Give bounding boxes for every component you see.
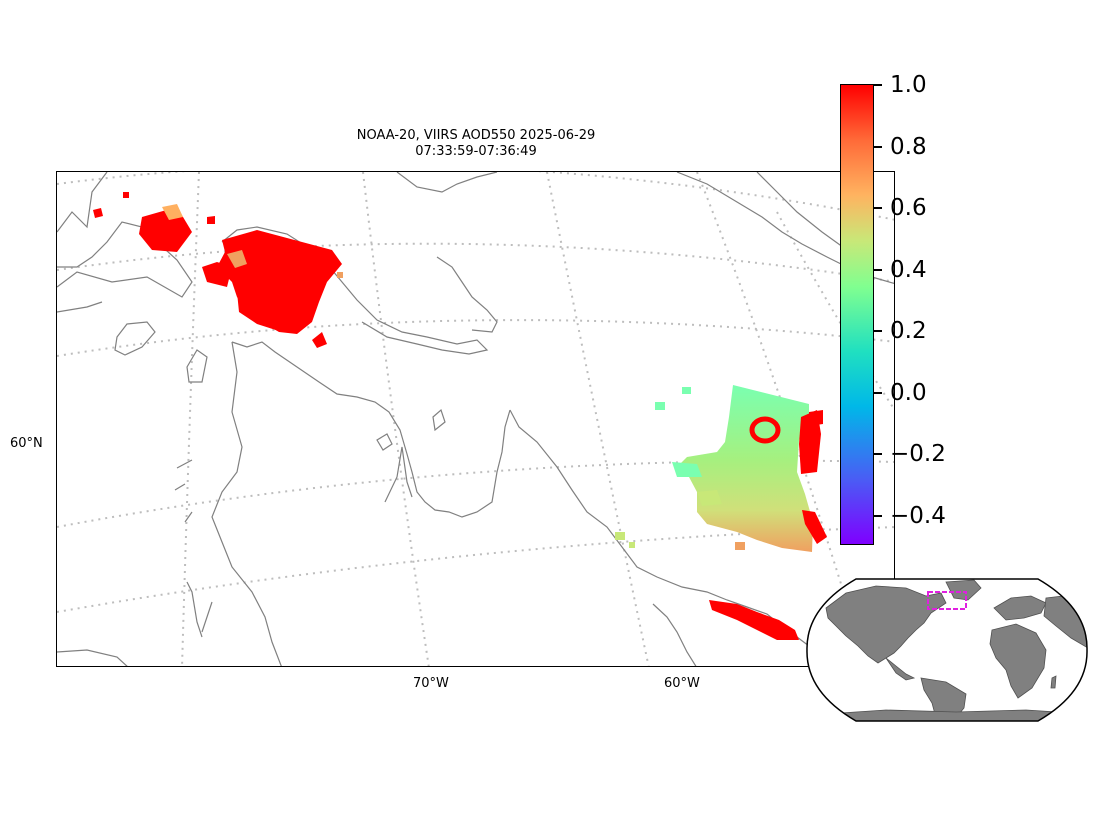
colorbar-tick	[874, 330, 882, 332]
coastline	[432, 408, 446, 432]
colorbar-tick	[874, 453, 882, 455]
aod-region	[93, 208, 103, 218]
colorbar-tick-label: −0.2	[890, 441, 946, 467]
aod-region	[227, 250, 247, 268]
aod-region	[615, 532, 625, 540]
colorbar-tick	[874, 146, 882, 148]
map-extent-box	[927, 591, 967, 610]
coastline	[221, 226, 489, 355]
coastline	[436, 256, 498, 333]
parallel-line	[57, 319, 894, 357]
colorbar-tick-label: 0.6	[890, 195, 927, 221]
globe-outline	[806, 578, 1088, 722]
parallel-line	[57, 526, 894, 613]
coastline	[186, 349, 208, 383]
coastline	[231, 341, 511, 518]
lon-label-60w: 60°W	[664, 676, 700, 691]
continent-europe	[993, 595, 1047, 621]
coastline	[174, 459, 193, 523]
coastline	[57, 172, 108, 233]
aod-region	[655, 402, 665, 410]
aod-swath-east	[615, 385, 827, 552]
colorbar-tick-label: −0.4	[890, 503, 946, 529]
map-canvas	[57, 172, 894, 666]
map-panel[interactable]	[56, 171, 895, 667]
aod-region	[629, 542, 635, 548]
aod-region	[809, 410, 823, 426]
meridian-line	[546, 172, 650, 666]
continent-south-america	[920, 677, 967, 721]
aod-region	[672, 462, 702, 477]
aod-region	[202, 262, 232, 287]
colorbar-tick	[874, 515, 882, 517]
aod-region	[697, 490, 722, 506]
parallel-line	[57, 172, 894, 221]
coastline	[396, 172, 498, 193]
continent-central-america	[885, 657, 916, 681]
continent-north-america	[825, 585, 947, 664]
aod-coastal-strip	[709, 600, 799, 640]
continent-greenland	[945, 579, 982, 601]
aod-region	[682, 387, 691, 394]
coastline	[652, 603, 697, 666]
parallel-line	[57, 242, 894, 283]
coastline	[57, 649, 128, 666]
colorbar-tick-label: 0.0	[890, 380, 927, 406]
aod-plume-north	[93, 192, 343, 348]
lon-label-70w: 70°W	[413, 676, 449, 691]
aod-region	[709, 600, 799, 640]
colorbar-tick	[874, 84, 882, 86]
aod-region	[799, 410, 821, 474]
aod-region	[237, 292, 293, 332]
meridian-line	[181, 172, 200, 666]
colorbar-tick	[874, 269, 882, 271]
aod-ring	[749, 416, 781, 444]
aod-region	[162, 204, 183, 220]
lat-label-60n: 60°N	[10, 436, 43, 451]
coastline	[114, 321, 156, 356]
colorbar-tick	[874, 392, 882, 394]
colorbar-tick-label: 1.0	[890, 72, 927, 98]
coastline	[186, 581, 213, 638]
inset-globe-map[interactable]	[806, 578, 1088, 722]
map-title-line2: 07:33:59-07:36:49	[415, 144, 537, 159]
aod-region	[735, 542, 745, 550]
colorbar-tick-label: 0.4	[890, 257, 927, 283]
aod-region	[337, 272, 343, 278]
coastline	[384, 446, 413, 503]
parallel-line	[57, 459, 894, 528]
coastline	[376, 433, 393, 451]
coastline	[57, 301, 103, 313]
map-title-line1: NOAA-20, VIIRS AOD550 2025-06-29	[356, 128, 596, 143]
aod-region	[123, 192, 129, 198]
meridian-line	[362, 172, 430, 666]
aod-colorbar	[840, 84, 874, 545]
aod-region	[312, 332, 327, 348]
colorbar-tick	[874, 207, 882, 209]
aod-region	[139, 207, 192, 252]
colorbar-tick-label: 0.8	[890, 134, 927, 160]
island-madagascar	[1050, 675, 1057, 689]
coastline	[211, 341, 282, 666]
aod-region	[207, 216, 215, 224]
coastline	[756, 172, 848, 251]
meridian-line	[776, 211, 894, 411]
continent-africa	[989, 623, 1047, 699]
colorbar-tick-label: 0.2	[890, 318, 927, 344]
aod-region	[802, 510, 827, 544]
